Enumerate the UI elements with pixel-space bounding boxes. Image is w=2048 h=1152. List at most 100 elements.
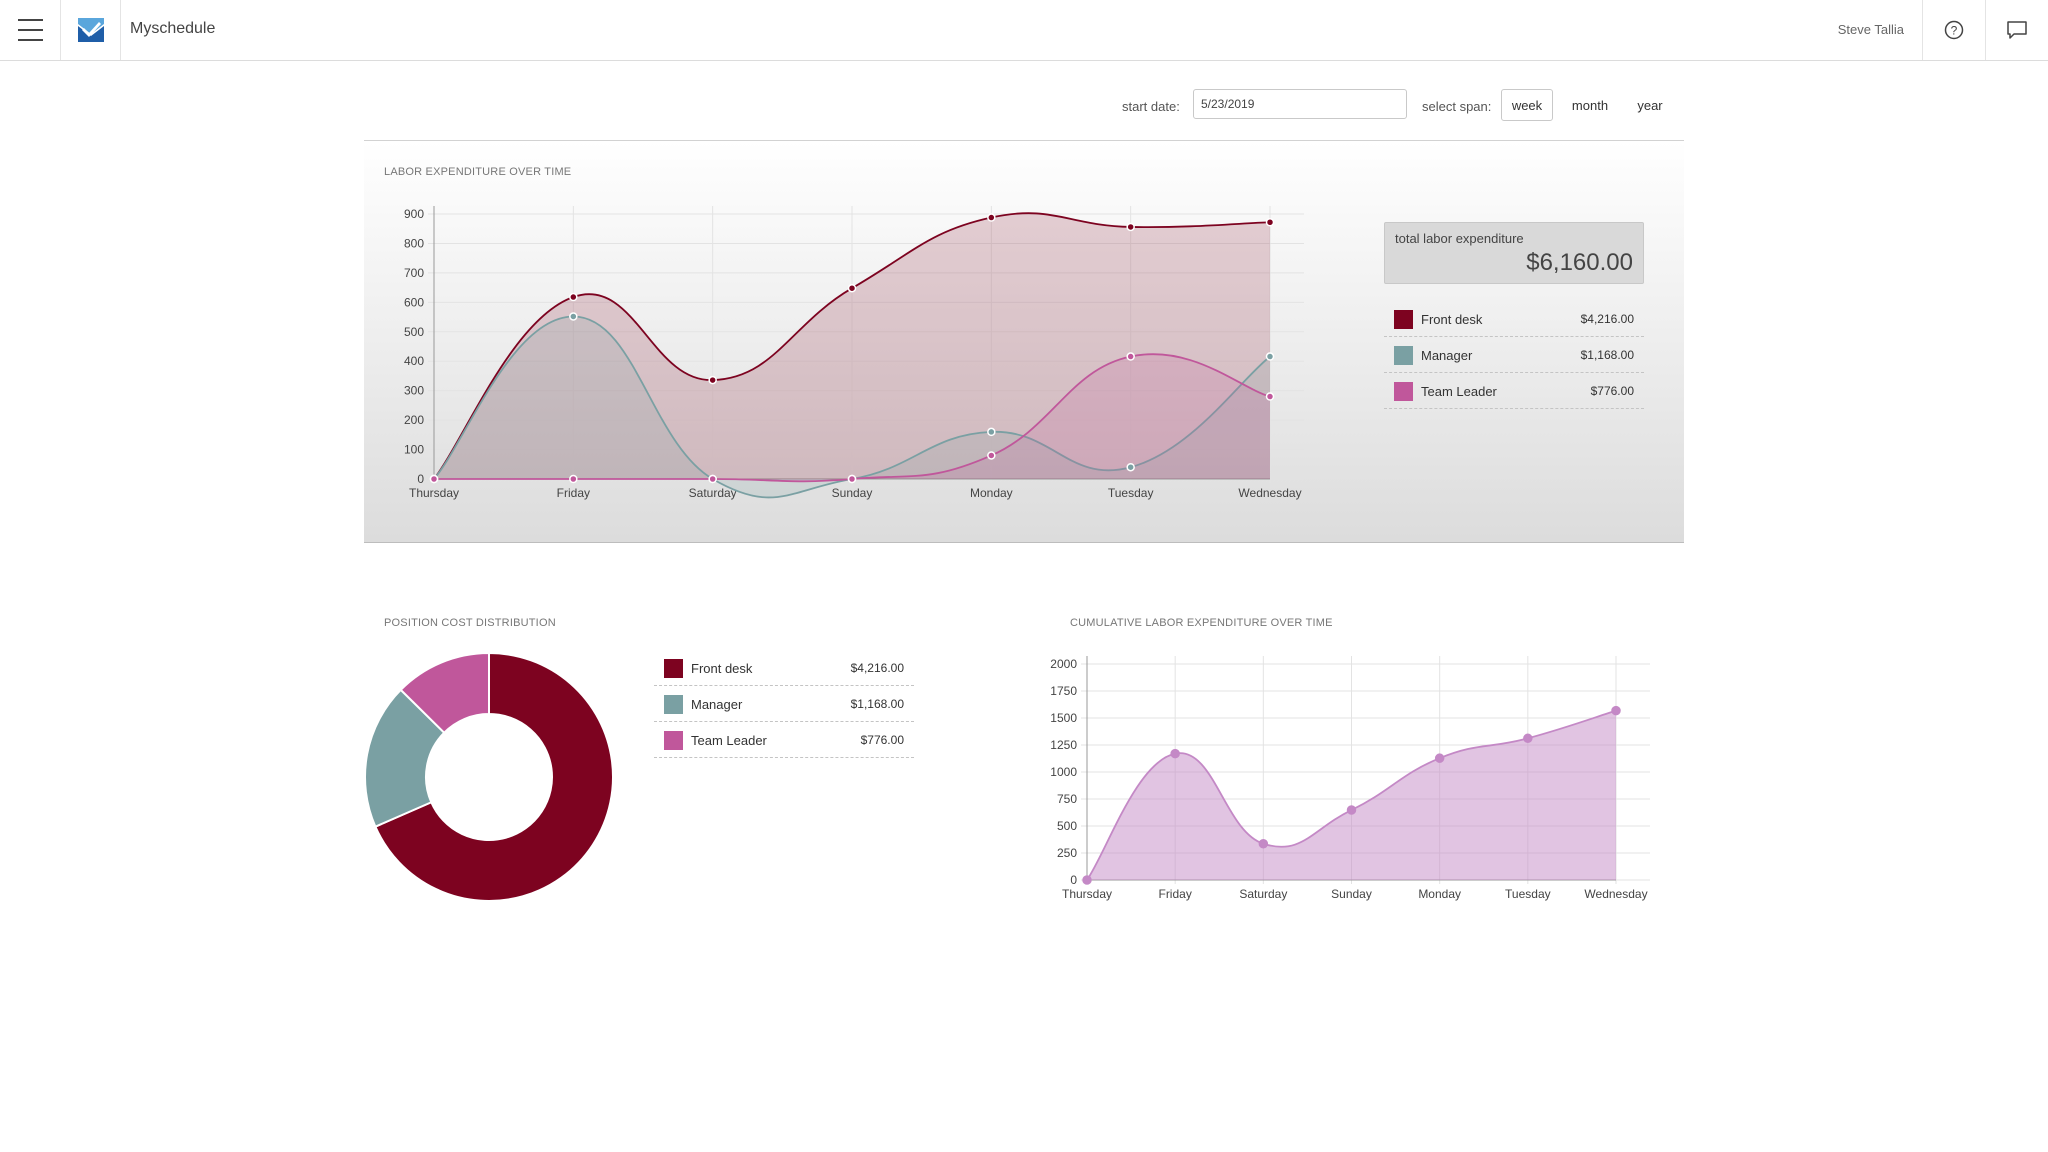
- x-tick-label: Sunday: [832, 486, 873, 500]
- y-tick-label: 0: [1070, 873, 1077, 887]
- top-bar: Myschedule Steve Tallia ?: [0, 0, 2048, 61]
- y-tick-label: 750: [1057, 792, 1077, 806]
- data-point: [569, 312, 578, 321]
- checkmark-logo-icon: [77, 18, 104, 42]
- y-tick-label: 1500: [1050, 711, 1077, 725]
- x-tick-label: Monday: [970, 486, 1013, 500]
- legend-value: $1,168.00: [1580, 348, 1634, 362]
- menu-button[interactable]: [0, 0, 61, 60]
- app-title: Myschedule: [130, 20, 216, 37]
- legend-swatch: [1394, 310, 1413, 329]
- series-area-manager: [434, 316, 1270, 498]
- start-date-input[interactable]: [1193, 89, 1407, 119]
- legend-swatch: [664, 659, 683, 678]
- legend-row-team-leader: Team Leader $776.00: [1384, 373, 1644, 409]
- hamburger-icon: [17, 15, 43, 45]
- series-area-front-desk: [434, 213, 1270, 479]
- question-circle-icon: ?: [1944, 20, 1964, 40]
- data-point: [1265, 392, 1275, 401]
- y-tick-label: 700: [404, 266, 424, 280]
- data-point: [1523, 733, 1533, 744]
- data-point: [847, 283, 857, 293]
- legend-name: Manager: [1421, 348, 1473, 363]
- labor-expenditure-panel: [364, 140, 1684, 543]
- y-tick-label: 1000: [1050, 765, 1077, 779]
- legend-swatch: [664, 695, 683, 714]
- legend-name: Front desk: [1421, 312, 1483, 327]
- distribution-title: POSITION COST DISTRIBUTION: [384, 617, 556, 629]
- legend-name: Team Leader: [691, 733, 767, 748]
- x-tick-label: Sunday: [1331, 887, 1372, 901]
- span-year-button[interactable]: year: [1637, 97, 1663, 113]
- legend-value: $776.00: [860, 733, 904, 747]
- span-week-button[interactable]: week: [1501, 89, 1553, 121]
- x-tick-label: Thursday: [409, 486, 459, 500]
- dist-legend-row-team-leader: Team Leader $776.00: [654, 722, 914, 758]
- x-tick-label: Wednesday: [1584, 887, 1647, 901]
- data-point: [847, 474, 857, 484]
- legend-value: $776.00: [1590, 384, 1634, 398]
- user-name[interactable]: Steve Tallia: [1837, 22, 1904, 37]
- data-point: [1265, 352, 1275, 361]
- data-point: [708, 375, 717, 385]
- data-point: [1611, 705, 1621, 716]
- span-month-button[interactable]: month: [1571, 97, 1609, 113]
- select-span-label: select span:: [1422, 99, 1492, 114]
- legend-value: $4,216.00: [850, 661, 904, 675]
- cumulative-title: CUMULATIVE LABOR EXPENDITURE OVER TIME: [1070, 617, 1333, 629]
- data-point: [1265, 217, 1275, 227]
- y-tick-label: 200: [404, 413, 424, 427]
- x-tick-label: Monday: [1418, 887, 1461, 901]
- x-tick-label: Tuesday: [1108, 486, 1154, 500]
- x-tick-label: Saturday: [689, 486, 737, 500]
- x-tick-label: Friday: [1158, 887, 1191, 901]
- data-point: [1258, 838, 1269, 849]
- dist-legend-row-front-desk: Front desk $4,216.00: [654, 650, 914, 686]
- donut-slice-team-leader: [399, 651, 490, 735]
- series-area-series: [1087, 710, 1616, 880]
- legend-row-front-desk: Front desk $4,216.00: [1384, 301, 1644, 337]
- data-point: [1126, 462, 1135, 472]
- series-line-front-desk: [433, 212, 1271, 480]
- y-tick-label: 250: [1057, 846, 1077, 860]
- data-point: [1170, 748, 1180, 759]
- legend-swatch: [1394, 346, 1413, 365]
- x-tick-label: Friday: [557, 486, 590, 500]
- data-point: [1082, 875, 1092, 885]
- y-tick-label: 900: [404, 207, 424, 221]
- y-tick-label: 800: [404, 236, 424, 250]
- start-date-label: start date:: [1122, 99, 1180, 114]
- data-point: [987, 213, 996, 222]
- position-cost-donut-chart: [364, 651, 614, 902]
- data-point: [987, 451, 996, 460]
- data-point: [1126, 352, 1135, 361]
- y-tick-label: 1250: [1050, 738, 1077, 752]
- total-labor-label: total labor expenditure: [1395, 231, 1524, 246]
- chat-button[interactable]: [1985, 0, 2048, 60]
- y-tick-label: 0: [417, 472, 424, 486]
- x-tick-label: Wednesday: [1238, 486, 1301, 500]
- legend-swatch: [664, 731, 683, 750]
- total-labor-value: $6,160.00: [1526, 249, 1633, 276]
- y-tick-label: 300: [404, 384, 424, 398]
- app-logo[interactable]: [61, 0, 121, 60]
- x-tick-label: Saturday: [1239, 887, 1287, 901]
- speech-bubble-icon: [2007, 21, 2027, 39]
- legend-name: Team Leader: [1421, 384, 1497, 399]
- y-tick-label: 400: [404, 354, 424, 368]
- dist-legend-row-manager: Manager $1,168.00: [654, 686, 914, 722]
- legend-value: $1,168.00: [850, 697, 904, 711]
- help-button[interactable]: ?: [1922, 0, 1985, 60]
- labor-expenditure-title: LABOR EXPENDITURE OVER TIME: [384, 166, 572, 178]
- data-point: [429, 474, 439, 484]
- data-point: [1434, 753, 1445, 763]
- legend-swatch: [1394, 382, 1413, 401]
- svg-text:?: ?: [1951, 24, 1958, 38]
- y-tick-label: 1750: [1050, 684, 1077, 698]
- y-tick-label: 100: [404, 443, 424, 457]
- data-point: [987, 427, 996, 437]
- y-tick-label: 600: [404, 295, 424, 309]
- y-tick-label: 500: [1057, 819, 1077, 833]
- y-tick-label: 2000: [1050, 657, 1077, 671]
- legend-name: Manager: [691, 697, 743, 712]
